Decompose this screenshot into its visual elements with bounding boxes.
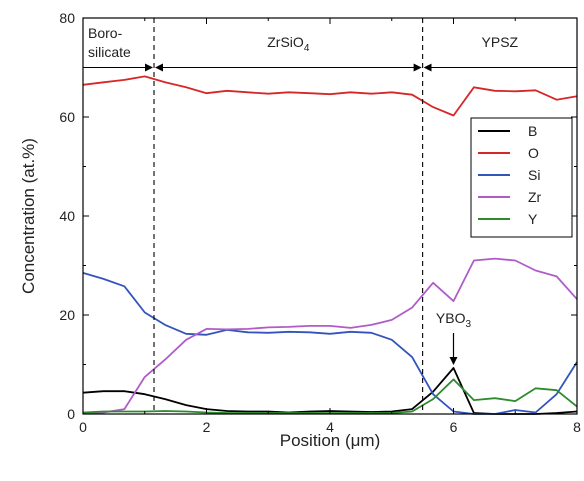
legend-label-b: B bbox=[528, 123, 537, 139]
region-label-zrsio4-subscript: 4 bbox=[304, 43, 310, 54]
region-label-zrsio4-main: ZrSiO bbox=[267, 34, 304, 50]
legend-label-si: Si bbox=[528, 167, 540, 183]
region-label-ypsz: YPSZ bbox=[482, 34, 519, 50]
annotation-ybo3-main: YBO bbox=[436, 310, 466, 326]
y-axis-title: Concentration (at.%) bbox=[19, 138, 38, 294]
y-tick-label-0: 0 bbox=[67, 406, 75, 422]
x-tick-label-6: 6 bbox=[450, 419, 458, 435]
x-tick-label-0: 0 bbox=[79, 419, 87, 435]
y-tick-label-80: 80 bbox=[59, 10, 75, 26]
annotation-ybo3: YBO3 bbox=[436, 310, 472, 330]
region-label-zrsio4: ZrSiO4 bbox=[267, 34, 310, 54]
series-line-y bbox=[82, 378, 578, 414]
x-tick-label-8: 8 bbox=[573, 419, 581, 435]
legend: BO Si Zr Y bbox=[470, 117, 573, 238]
y-tick-label-40: 40 bbox=[59, 208, 75, 224]
y-tick-label-20: 20 bbox=[59, 307, 75, 323]
legend-box bbox=[470, 117, 573, 238]
annotation-ybo3-subscript: 3 bbox=[466, 319, 472, 330]
x-tick-label-2: 2 bbox=[203, 419, 211, 435]
region-label-borosilicate-2: silicate bbox=[88, 44, 131, 60]
x-tick-label-4: 4 bbox=[326, 419, 334, 435]
y-tick-label-60: 60 bbox=[59, 109, 75, 125]
legend-label-o: O bbox=[528, 145, 539, 161]
region-label-borosilicate-1: Boro- bbox=[88, 25, 123, 41]
series-line-b bbox=[82, 367, 578, 415]
series-line-o bbox=[82, 75, 578, 117]
x-axis-title: Position (μm) bbox=[280, 431, 380, 450]
series-line-si bbox=[82, 272, 578, 415]
legend-label-zr: Zr bbox=[528, 189, 542, 205]
legend-label-y: Y bbox=[528, 211, 538, 227]
series-line-zr bbox=[82, 257, 578, 414]
